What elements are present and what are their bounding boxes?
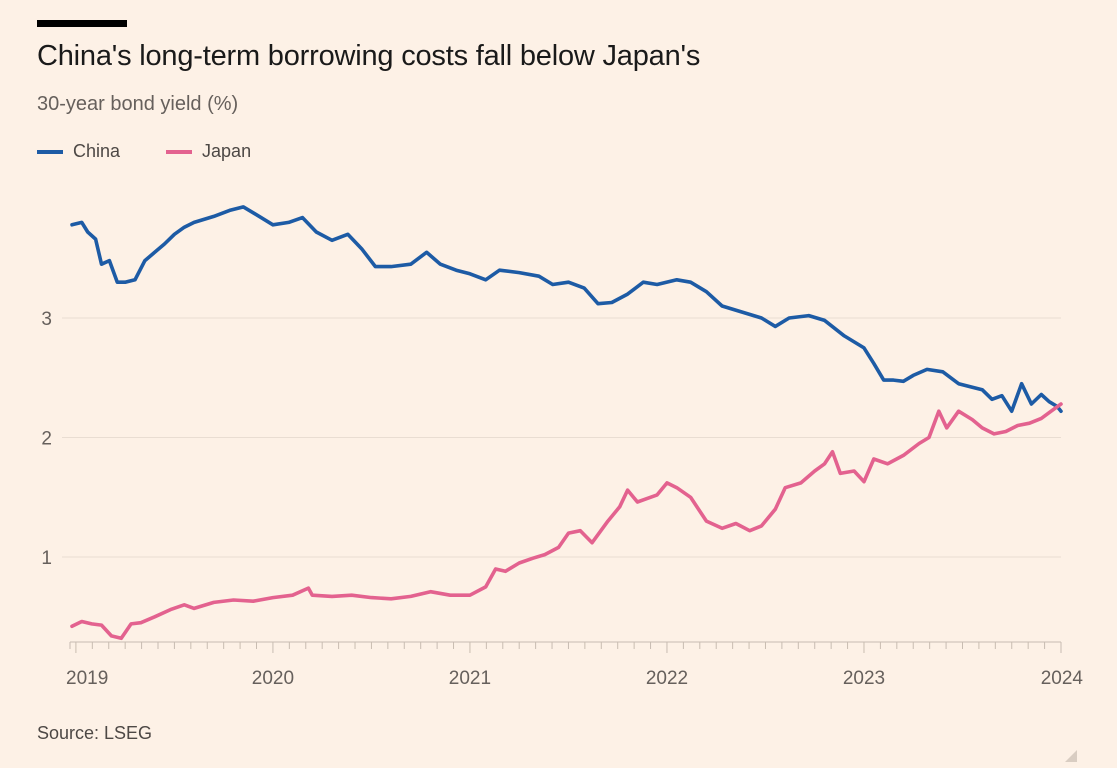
chart-legend: China Japan <box>37 141 297 162</box>
x-tick-label-2023: 2023 <box>843 668 885 689</box>
x-tick-label-2021: 2021 <box>449 668 491 689</box>
series-line-japan <box>70 402 1063 641</box>
legend-label-china: China <box>73 141 121 161</box>
y-tick-label-1: 1 <box>41 548 52 569</box>
source-note: Source: LSEG <box>37 723 153 743</box>
legend-swatch-japan <box>166 149 193 154</box>
series-line-china <box>70 205 1063 413</box>
chart-title: China's long-term borrowing costs fall b… <box>37 40 701 72</box>
x-tick-label-2019: 2019 <box>66 668 108 689</box>
brand-bar <box>37 20 127 27</box>
legend-item-china: China <box>37 141 120 162</box>
x-tick-label-2022: 2022 <box>646 668 688 689</box>
legend-swatch-china <box>37 149 63 154</box>
y-tick-label-2: 2 <box>41 429 52 450</box>
chart-subtitle: 30-year bond yield (%) <box>37 93 239 115</box>
resize-handle-icon <box>1065 750 1077 762</box>
legend-item-japan: Japan <box>166 141 251 162</box>
x-tick-label-2024: 2024 <box>1041 668 1084 689</box>
legend-label-japan: Japan <box>202 141 252 161</box>
y-tick-label-3: 3 <box>41 309 52 330</box>
x-tick-label-2020: 2020 <box>252 668 294 689</box>
